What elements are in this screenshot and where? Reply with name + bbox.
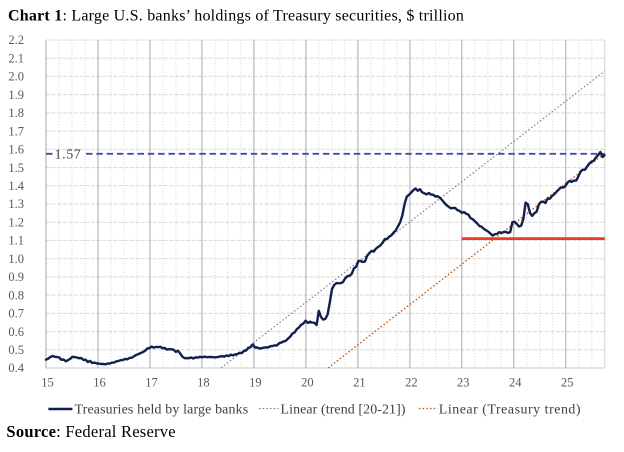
svg-text:1.2: 1.2 xyxy=(8,215,24,229)
svg-text:Linear (Treasury trend): Linear (Treasury trend) xyxy=(439,402,581,417)
svg-text:1.6: 1.6 xyxy=(8,143,24,157)
svg-text:22: 22 xyxy=(405,376,418,390)
svg-text:16: 16 xyxy=(93,376,106,390)
svg-text:0.4: 0.4 xyxy=(8,361,24,375)
svg-text:2.1: 2.1 xyxy=(8,51,24,65)
svg-text:17: 17 xyxy=(145,376,158,390)
svg-text:Linear (trend [20-21]): Linear (trend [20-21]) xyxy=(281,402,406,417)
svg-text:1.57: 1.57 xyxy=(55,148,82,163)
svg-text:1.9: 1.9 xyxy=(8,88,24,102)
svg-text:19: 19 xyxy=(249,376,262,390)
svg-text:0.7: 0.7 xyxy=(8,307,24,321)
svg-text:1.0: 1.0 xyxy=(8,252,24,266)
svg-text:1.3: 1.3 xyxy=(8,197,24,211)
svg-text:15: 15 xyxy=(41,376,54,390)
svg-text:0.8: 0.8 xyxy=(8,288,24,302)
svg-text:0.5: 0.5 xyxy=(8,343,24,357)
svg-text:20: 20 xyxy=(301,376,314,390)
svg-text:25: 25 xyxy=(561,376,574,390)
svg-text:0.9: 0.9 xyxy=(8,270,24,284)
svg-text:2.0: 2.0 xyxy=(8,70,24,84)
svg-text:Treasuries held by large banks: Treasuries held by large banks xyxy=(75,402,249,417)
svg-text:21: 21 xyxy=(353,376,366,390)
svg-text:1.7: 1.7 xyxy=(8,124,24,138)
svg-text:1.5: 1.5 xyxy=(8,161,24,175)
svg-text:1.4: 1.4 xyxy=(8,179,24,193)
svg-text:2.2: 2.2 xyxy=(8,33,24,47)
svg-text:18: 18 xyxy=(197,376,210,390)
svg-text:1.8: 1.8 xyxy=(8,106,24,120)
svg-text:0.6: 0.6 xyxy=(8,325,24,339)
svg-text:Chart 1: Large U.S. banks’ hol: Chart 1: Large U.S. banks’ holdings of T… xyxy=(8,8,464,25)
svg-text:1.1: 1.1 xyxy=(8,234,24,248)
svg-text:23: 23 xyxy=(457,376,470,390)
svg-text:24: 24 xyxy=(509,376,522,390)
svg-text:Source: Federal Reserve: Source: Federal Reserve xyxy=(6,422,175,441)
